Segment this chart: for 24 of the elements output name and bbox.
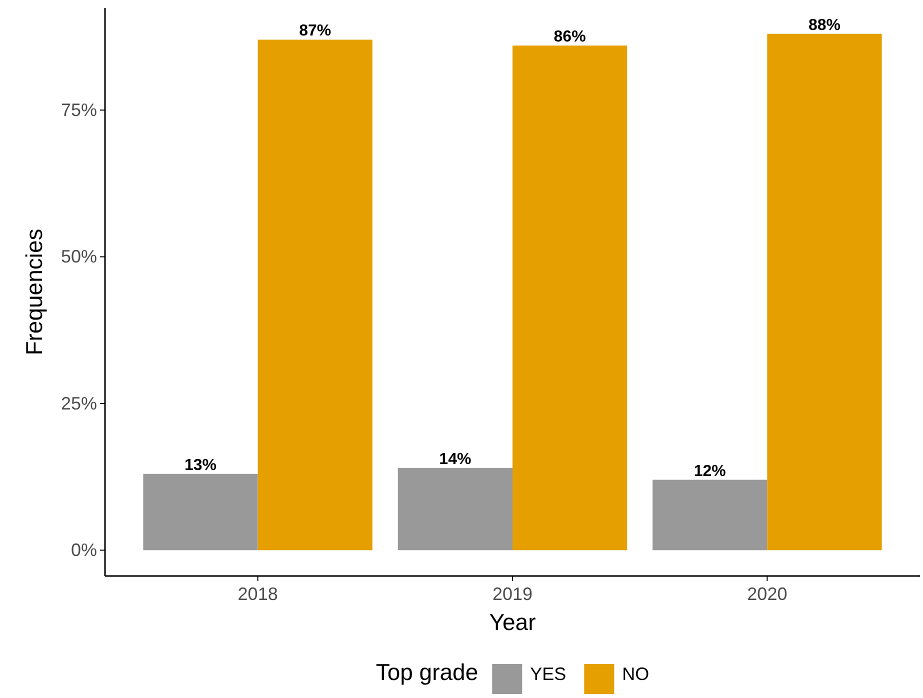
data-label: 86% [554,28,586,46]
bar [652,480,768,550]
legend-label: NO [622,664,650,684]
data-label: 88% [808,16,841,34]
data-label: 14% [439,451,472,468]
data-label: 13% [184,456,217,474]
y-tick-label: 50% [60,246,97,267]
bar [512,46,628,550]
bar [143,474,258,550]
y-tick-label: 0% [70,540,97,560]
y-axis-title: Frequencies [21,228,47,356]
y-tick-label: 75% [60,100,97,120]
bar [398,468,512,550]
bar [258,40,372,550]
data-label: 87% [299,22,332,40]
x-tick-label: 2020 [747,584,788,604]
data-label: 12% [694,462,726,480]
x-tick-label: 2019 [492,584,533,604]
x-tick-label: 2018 [238,584,278,604]
y-tick-label: 25% [60,393,97,414]
legend-title: Top grade [376,659,478,685]
bar [767,34,882,550]
legend-label: YES [530,664,566,684]
x-axis-title: Year [489,609,536,635]
